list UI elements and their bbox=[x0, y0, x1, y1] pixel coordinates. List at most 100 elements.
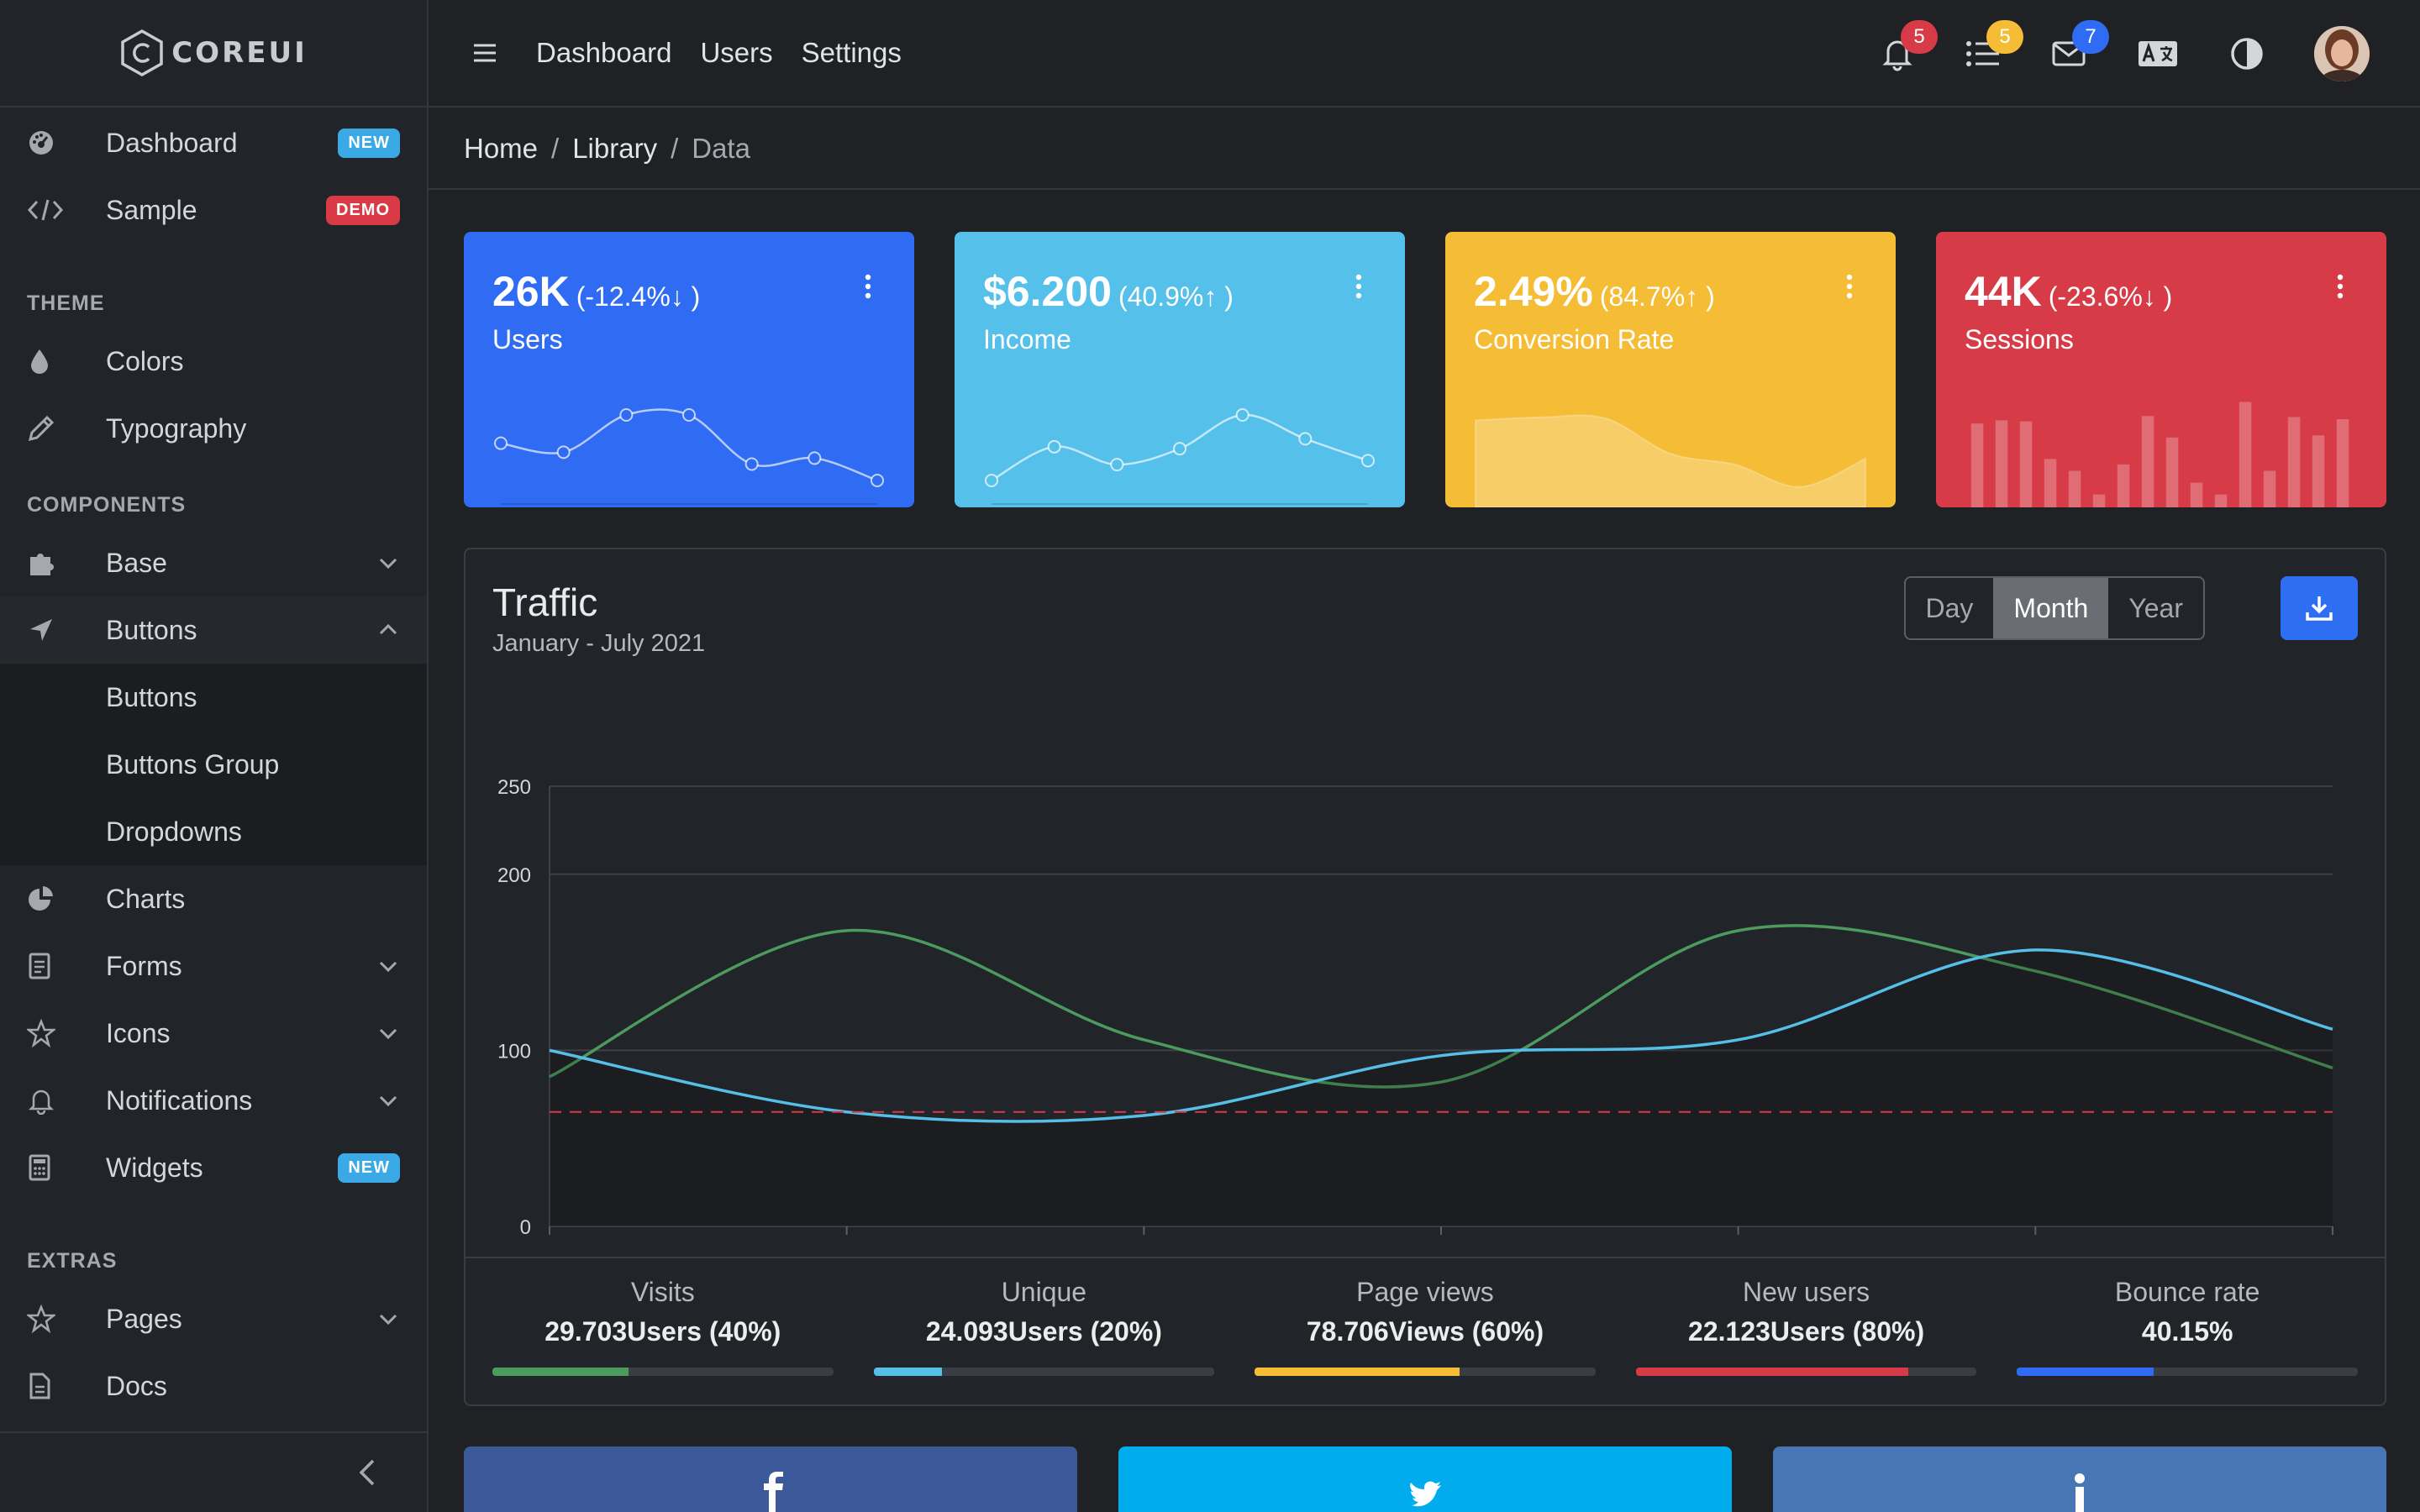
progress-fill bbox=[492, 1368, 629, 1376]
chart-pie-icon bbox=[27, 884, 81, 914]
traffic-subtitle: January - July 2021 bbox=[492, 630, 706, 657]
area-fill bbox=[1475, 414, 1866, 507]
calculator-icon bbox=[27, 1152, 81, 1183]
stat-label: Income bbox=[983, 324, 1071, 354]
sidebar-item-widgets[interactable]: Widgets NEW bbox=[0, 1134, 427, 1201]
avatar-image bbox=[2314, 26, 2370, 81]
progress-bar bbox=[1635, 1368, 1977, 1376]
sidebar-subitem-buttons[interactable]: Buttons bbox=[0, 664, 427, 731]
sidebar-item-colors[interactable]: Colors bbox=[0, 328, 427, 395]
breadcrumb-home[interactable]: Home bbox=[464, 133, 539, 164]
more-vertical-icon[interactable] bbox=[864, 274, 872, 299]
traffic-line-chart: 0100200250JanuaryFebruaryMarchAprilMayJu… bbox=[497, 776, 2333, 1238]
messages-button[interactable]: 7 bbox=[2050, 20, 2109, 72]
more-vertical-icon[interactable] bbox=[1355, 274, 1363, 299]
stat-title: Page views bbox=[1356, 1277, 1494, 1307]
header: Dashboard Users Settings 5 5 7 bbox=[429, 0, 2420, 108]
stat-label: Sessions bbox=[1965, 324, 2074, 354]
chevron-down-icon bbox=[379, 1095, 397, 1107]
sidebar-item-label: Buttons bbox=[106, 614, 197, 645]
sparkline-point bbox=[619, 408, 634, 422]
stat-card-sessions: 44K (-23.6%↓ ) Sessions bbox=[1936, 232, 2386, 507]
period-day-button[interactable]: Day bbox=[1925, 592, 1974, 623]
sidebar-item-label: Buttons bbox=[106, 681, 197, 712]
traffic-footer: Visits 29.703Users (40%) Unique 24.093Us… bbox=[466, 1257, 2385, 1404]
bar bbox=[2238, 402, 2252, 507]
sparkline-point bbox=[1110, 458, 1124, 472]
sidebar-item-charts[interactable]: Charts bbox=[0, 865, 427, 932]
sidebar-subitem-dropdowns[interactable]: Dropdowns bbox=[0, 798, 427, 865]
stat-title: New users bbox=[1743, 1277, 1870, 1307]
bar bbox=[2141, 416, 2154, 507]
sidebar-item-forms[interactable]: Forms bbox=[0, 932, 427, 1000]
sidebar-item-buttons[interactable]: Buttons bbox=[0, 596, 427, 664]
y-tick-label: 250 bbox=[497, 776, 531, 799]
sidebar-item-base[interactable]: Base bbox=[0, 529, 427, 596]
sidebar-item-label: Pages bbox=[106, 1303, 182, 1334]
header-nav-dashboard[interactable]: Dashboard bbox=[536, 37, 672, 68]
y-tick-label: 0 bbox=[520, 1216, 531, 1238]
stat-title: Unique bbox=[1001, 1277, 1087, 1307]
header-nav-settings[interactable]: Settings bbox=[801, 37, 902, 68]
y-tick-label: 100 bbox=[497, 1040, 531, 1063]
sparkline-point bbox=[808, 451, 822, 465]
period-year-button[interactable]: Year bbox=[2128, 592, 2183, 623]
facebook-icon bbox=[764, 1472, 783, 1512]
puzzle-icon bbox=[27, 548, 81, 578]
stat-sparkline bbox=[494, 408, 884, 505]
progress-bar bbox=[492, 1368, 834, 1376]
y-tick-label: 200 bbox=[497, 864, 531, 887]
new-badge: NEW bbox=[338, 128, 400, 158]
sidebar-item-dashboard[interactable]: Dashboard NEW bbox=[0, 109, 427, 176]
brand-logo[interactable]: COREUI bbox=[0, 0, 427, 108]
sidebar-item-sample[interactable]: Sample DEMO bbox=[0, 176, 427, 244]
traffic-title: Traffic bbox=[492, 580, 598, 624]
sidebar-item-docs[interactable]: Docs bbox=[0, 1352, 427, 1420]
theme-toggle-button[interactable] bbox=[2228, 35, 2265, 72]
menu-icon[interactable] bbox=[472, 42, 497, 64]
stat-card-income: $6.200 (40.9%↑ ) Income bbox=[955, 232, 1405, 507]
sidebar-collapse-button[interactable] bbox=[0, 1431, 427, 1512]
sidebar-item-notifications[interactable]: Notifications bbox=[0, 1067, 427, 1134]
period-month-button[interactable]: Month bbox=[1993, 578, 2109, 638]
star-icon bbox=[27, 1304, 81, 1334]
stat-label: Users bbox=[492, 324, 563, 354]
breadcrumb-separator: / bbox=[551, 133, 560, 164]
notes-icon bbox=[27, 951, 81, 981]
download-button[interactable] bbox=[2281, 576, 2358, 640]
stat-value: $6.200 bbox=[983, 268, 1112, 315]
stat-value: 40.15% bbox=[2141, 1316, 2233, 1347]
sidebar-item-label: Docs bbox=[106, 1370, 167, 1401]
bar bbox=[2044, 459, 2057, 507]
header-nav-users[interactable]: Users bbox=[700, 37, 773, 68]
language-button[interactable] bbox=[2136, 35, 2180, 72]
stat-value: 22.123Users (80%) bbox=[1688, 1316, 1925, 1347]
sidebar-item-label: Sample bbox=[106, 194, 197, 225]
progress-fill bbox=[1635, 1368, 1909, 1376]
buttons-submenu: Buttons Buttons Group Dropdowns bbox=[0, 664, 427, 865]
download-icon bbox=[2306, 596, 2333, 621]
user-avatar[interactable] bbox=[2314, 26, 2370, 81]
speedometer-icon bbox=[27, 128, 81, 158]
sidebar-item-label: Buttons Group bbox=[106, 748, 280, 780]
social-card-facebook bbox=[464, 1446, 1077, 1512]
coreui-logo-icon bbox=[121, 29, 163, 77]
sidebar-subitem-buttons-group[interactable]: Buttons Group bbox=[0, 731, 427, 798]
bar bbox=[2117, 464, 2130, 507]
progress-fill bbox=[2017, 1368, 2154, 1376]
stat-value: 2.49% bbox=[1474, 268, 1593, 315]
pencil-icon bbox=[27, 413, 81, 444]
more-vertical-icon[interactable] bbox=[2336, 274, 2344, 299]
sidebar-item-pages[interactable]: Pages bbox=[0, 1285, 427, 1352]
stat-bounce-rate: Bounce rate 40.15% bbox=[2017, 1258, 2358, 1404]
notifications-button[interactable]: 5 bbox=[1879, 20, 1938, 72]
demo-badge: DEMO bbox=[326, 195, 400, 225]
sidebar-item-typography[interactable]: Typography bbox=[0, 395, 427, 462]
breadcrumb-library[interactable]: Library bbox=[572, 133, 658, 164]
chevron-left-icon bbox=[359, 1459, 375, 1486]
sparkline-point bbox=[556, 445, 571, 459]
tasks-button[interactable]: 5 bbox=[1965, 20, 2023, 72]
stat-card-users: 26K (-12.4%↓ ) Users bbox=[464, 232, 914, 507]
sidebar-item-icons[interactable]: Icons bbox=[0, 1000, 427, 1067]
more-vertical-icon[interactable] bbox=[1845, 274, 1854, 299]
